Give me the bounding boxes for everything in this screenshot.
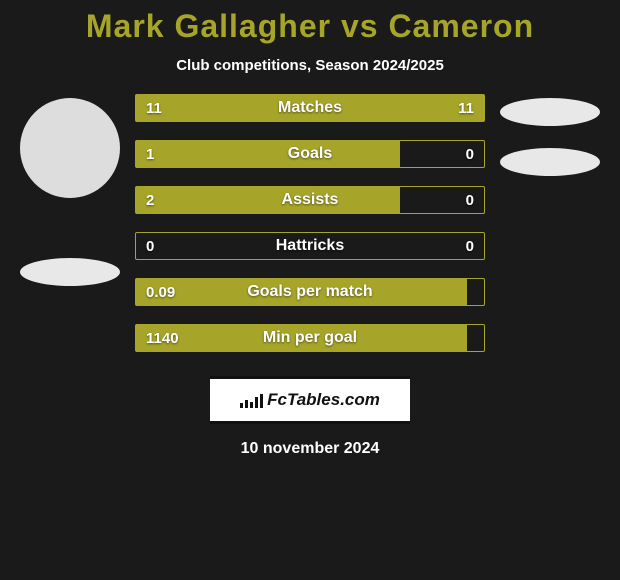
footer-date: 10 november 2024 xyxy=(0,440,620,458)
stat-label: Matches xyxy=(136,95,484,121)
stat-bar: Matches11 11 xyxy=(135,94,485,122)
stat-label: Goals xyxy=(136,141,484,167)
footer-badge[interactable]: FcTables.com xyxy=(210,376,410,424)
stat-value-right: 11 xyxy=(458,95,474,121)
stat-label: Assists xyxy=(136,187,484,213)
stats-column: Matches1111Goals10Assists20Hattricks00Go… xyxy=(135,94,485,352)
stat-value-left: 1 xyxy=(146,141,154,167)
stat-value-left: 2 xyxy=(146,187,154,213)
stat-label: Goals per match xyxy=(136,279,484,305)
stat-value-right: 0 xyxy=(466,187,474,213)
stat-value-left: 1140 xyxy=(146,325,179,351)
player-left-avatar xyxy=(20,98,120,198)
stat-bar: Goals1 0 xyxy=(135,140,485,168)
stat-value-left: 0 xyxy=(146,233,154,259)
stat-value-left: 0.09 xyxy=(146,279,175,305)
stat-bar: Goals per match0.09 xyxy=(135,278,485,306)
player-right-column xyxy=(495,94,605,176)
comparison-card: Mark Gallagher vs Cameron Club competiti… xyxy=(0,0,620,458)
stat-label: Hattricks xyxy=(136,233,484,259)
page-title: Mark Gallagher vs Cameron xyxy=(0,8,620,45)
player-left-column xyxy=(15,94,125,286)
stat-value-right: 0 xyxy=(466,141,474,167)
stat-value-right: 0 xyxy=(466,233,474,259)
main-row: Matches1111Goals10Assists20Hattricks00Go… xyxy=(0,94,620,352)
footer-badge-text: FcTables.com xyxy=(240,390,380,410)
subtitle: Club competitions, Season 2024/2025 xyxy=(0,57,620,74)
player-left-name-pill xyxy=(20,258,120,286)
footer-brand-label: FcTables.com xyxy=(267,390,380,410)
player-right-pill-2 xyxy=(500,148,600,176)
stat-value-left: 11 xyxy=(146,95,162,121)
player-right-pill-1 xyxy=(500,98,600,126)
stat-label: Min per goal xyxy=(136,325,484,351)
stat-bar: Min per goal1140 xyxy=(135,324,485,352)
stat-bar: Hattricks0 0 xyxy=(135,232,485,260)
stat-bar: Assists2 0 xyxy=(135,186,485,214)
bars-icon xyxy=(240,392,263,408)
